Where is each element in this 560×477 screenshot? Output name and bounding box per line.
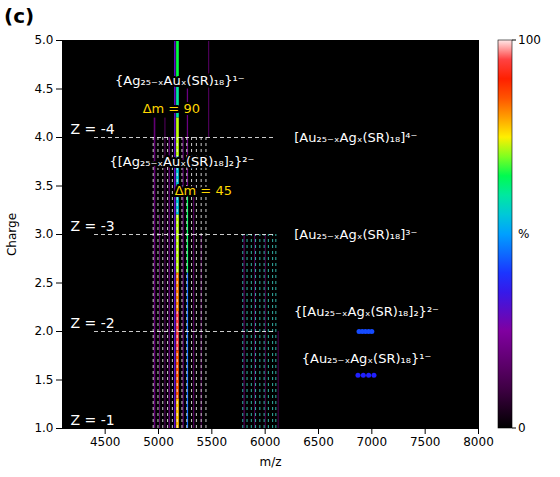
svg-text:6500: 6500 <box>303 435 334 449</box>
html-text:(c): (c) <box>4 4 35 28</box>
svg-text:5500: 5500 <box>197 435 228 449</box>
svg-text:4.0: 4.0 <box>34 130 53 144</box>
svg-text:Z = -3: Z = -3 <box>71 218 115 234</box>
svg-text:[Au₂₅₋ₓAgₓ(SR)₁₈]³⁻: [Au₂₅₋ₓAgₓ(SR)₁₈]³⁻ <box>294 227 417 242</box>
svg-text:5000: 5000 <box>143 435 174 449</box>
svg-text:Z = -1: Z = -1 <box>71 412 115 428</box>
svg-text:{[Au₂₅₋ₓAgₓ(SR)₁₈]₂}²⁻: {[Au₂₅₋ₓAgₓ(SR)₁₈]₂}²⁻ <box>294 304 439 319</box>
svg-text:{Au₂₅₋ₓAgₓ(SR)₁₈}¹⁻: {Au₂₅₋ₓAgₓ(SR)₁₈}¹⁻ <box>302 351 432 366</box>
svg-text:{Ag₂₅₋ₓAuₓ(SR)₁₈}¹⁻: {Ag₂₅₋ₓAuₓ(SR)₁₈}¹⁻ <box>115 73 245 88</box>
svg-text:[Au₂₅₋ₓAgₓ(SR)₁₈]⁴⁻: [Au₂₅₋ₓAgₓ(SR)₁₈]⁴⁻ <box>294 130 417 145</box>
svg-text:3.0: 3.0 <box>34 227 53 241</box>
svg-text:{[Ag₂₅₋ₓAuₓ(SR)₁₈]₂}²⁻: {[Ag₂₅₋ₓAuₓ(SR)₁₈]₂}²⁻ <box>109 154 254 169</box>
svg-text:2.0: 2.0 <box>34 324 53 338</box>
svg-text:0: 0 <box>518 421 526 435</box>
svg-text:8000: 8000 <box>463 435 494 449</box>
svg-text:{Ag₂₅₋ₓAuₓ(SR)₁₈}¹⁻: {Ag₂₅₋ₓAuₓ(SR)₁₈}¹⁻ <box>115 73 245 88</box>
svg-text:5.0: 5.0 <box>34 33 53 47</box>
svg-text:Z = -1: Z = -1 <box>71 412 115 428</box>
svg-text:Δm = 45: Δm = 45 <box>175 183 232 198</box>
svg-text:4500: 4500 <box>90 435 121 449</box>
svg-text:1.0: 1.0 <box>34 421 53 435</box>
svg-text:2.5: 2.5 <box>34 276 53 290</box>
svg-text:Charge: Charge <box>5 213 19 256</box>
svg-text:Δm = 45: Δm = 45 <box>175 183 232 198</box>
svg-text:Z = -2: Z = -2 <box>71 315 115 331</box>
svg-text:1.5: 1.5 <box>34 373 53 387</box>
svg-text:m/z: m/z <box>259 455 281 469</box>
svg-text:{Au₂₅₋ₓAgₓ(SR)₁₈}¹⁻: {Au₂₅₋ₓAgₓ(SR)₁₈}¹⁻ <box>302 351 432 366</box>
svg-text:7500: 7500 <box>410 435 441 449</box>
svg-text:[Au₂₅₋ₓAgₓ(SR)₁₈]⁴⁻: [Au₂₅₋ₓAgₓ(SR)₁₈]⁴⁻ <box>294 130 417 145</box>
svg-text:Z = -4: Z = -4 <box>71 121 115 137</box>
svg-text:7000: 7000 <box>357 435 388 449</box>
svg-text:Z = -4: Z = -4 <box>71 121 115 137</box>
svg-text:{[Ag₂₅₋ₓAuₓ(SR)₁₈]₂}²⁻: {[Ag₂₅₋ₓAuₓ(SR)₁₈]₂}²⁻ <box>109 154 254 169</box>
svg-text:4.5: 4.5 <box>34 82 53 96</box>
svg-text:%: % <box>518 227 529 241</box>
svg-text:Z = -3: Z = -3 <box>71 218 115 234</box>
svg-text:[Au₂₅₋ₓAgₓ(SR)₁₈]³⁻: [Au₂₅₋ₓAgₓ(SR)₁₈]³⁻ <box>294 227 417 242</box>
svg-text:Z = -2: Z = -2 <box>71 315 115 331</box>
svg-text:100: 100 <box>518 33 541 47</box>
svg-text:6000: 6000 <box>250 435 281 449</box>
svg-text:3.5: 3.5 <box>34 179 53 193</box>
svg-text:Δm = 90: Δm = 90 <box>143 101 200 116</box>
svg-text:{[Au₂₅₋ₓAgₓ(SR)₁₈]₂}²⁻: {[Au₂₅₋ₓAgₓ(SR)₁₈]₂}²⁻ <box>294 304 439 319</box>
svg-text:Δm = 90: Δm = 90 <box>143 101 200 116</box>
